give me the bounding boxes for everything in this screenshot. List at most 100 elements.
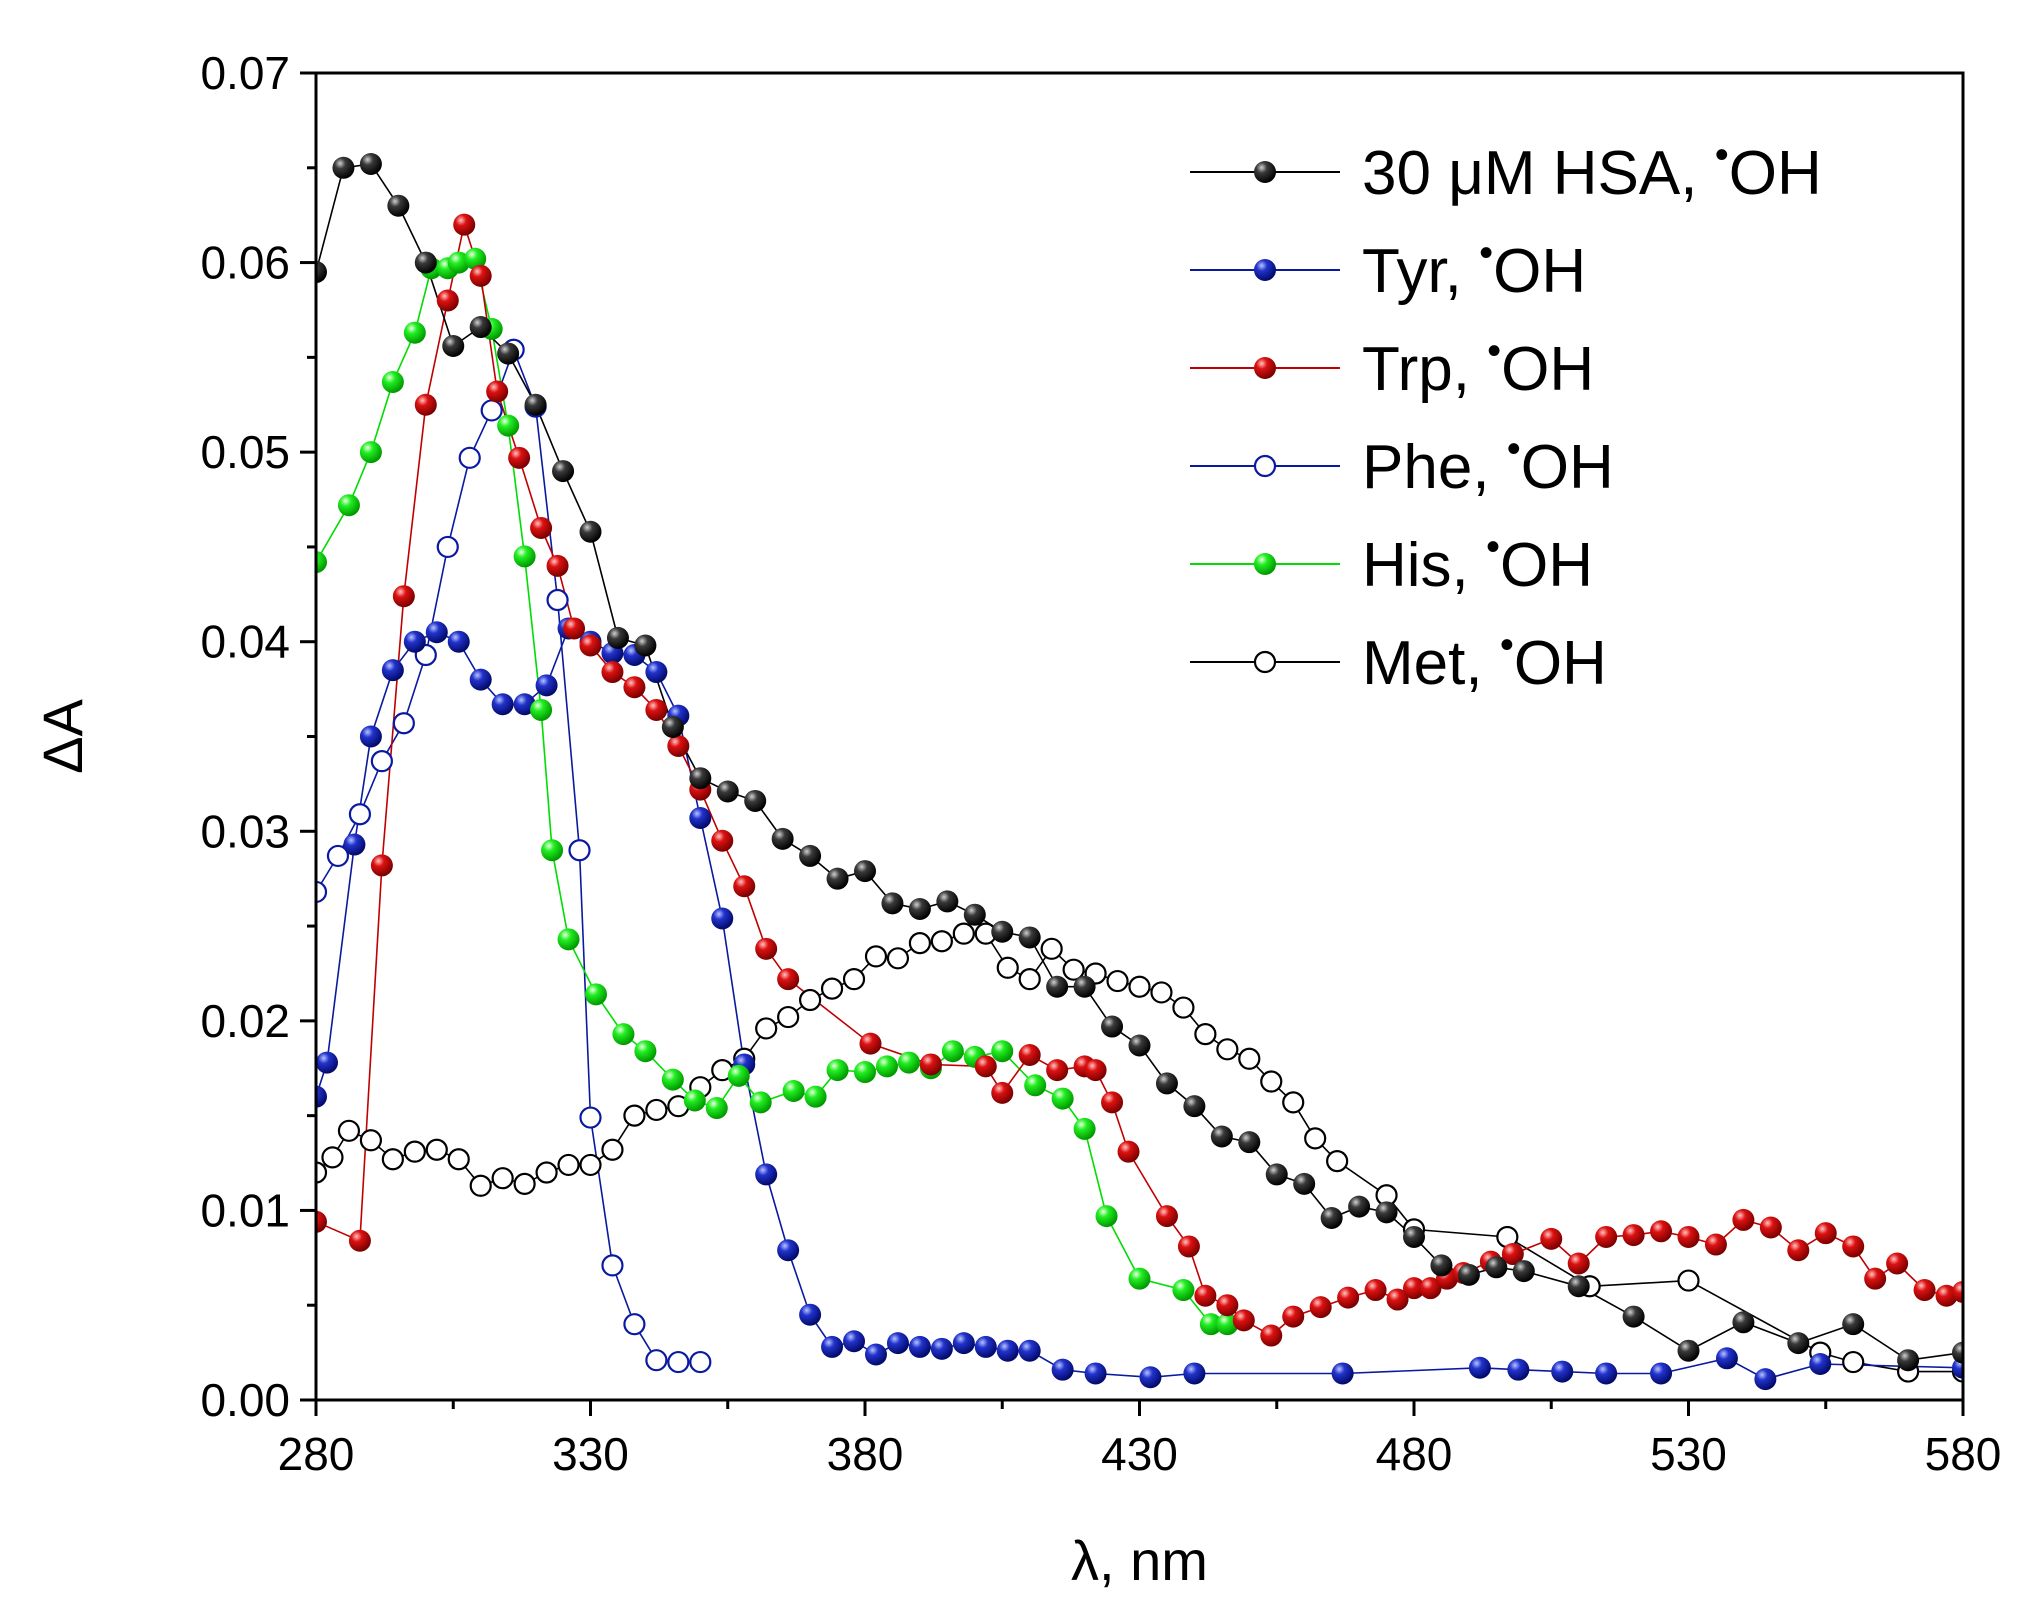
data-point xyxy=(1018,1339,1041,1362)
data-point xyxy=(782,1079,805,1102)
data-point xyxy=(1759,1216,1782,1239)
data-point xyxy=(1650,1220,1673,1243)
legend-label: 30 μM HSA, •OH xyxy=(1362,133,1822,208)
data-point xyxy=(447,251,470,274)
y-tick-label: 0.00 xyxy=(200,1374,290,1426)
data-point xyxy=(1430,1254,1453,1277)
data-point xyxy=(1084,1059,1107,1082)
data-point xyxy=(1199,1313,1222,1336)
data-point xyxy=(1787,1239,1810,1262)
data-point xyxy=(513,545,536,568)
data-point xyxy=(897,1051,920,1074)
data-point xyxy=(326,844,350,868)
data-point xyxy=(447,630,470,653)
data-point xyxy=(996,1339,1019,1362)
data-point xyxy=(480,399,503,422)
data-point xyxy=(755,1017,778,1040)
plot-frame xyxy=(314,71,1965,1402)
data-point xyxy=(1331,1362,1354,1385)
data-point xyxy=(727,1064,750,1087)
y-tick-label: 0.06 xyxy=(200,237,290,289)
data-point xyxy=(403,321,426,344)
data-point xyxy=(601,1138,624,1161)
data-point xyxy=(908,898,931,921)
data-point xyxy=(705,1097,728,1120)
data-point xyxy=(1732,1311,1755,1334)
data-point xyxy=(1309,1296,1332,1319)
data-point xyxy=(601,1254,624,1277)
data-point xyxy=(1337,1286,1360,1309)
x-tick-label: 530 xyxy=(1650,1428,1727,1480)
legend-label-text: Phe, xyxy=(1362,433,1507,502)
data-point xyxy=(535,1161,558,1184)
data-point xyxy=(1282,1091,1305,1114)
data-point xyxy=(359,441,382,464)
data-point xyxy=(1567,1275,1590,1298)
legend-label-radical: OH xyxy=(1500,531,1593,600)
data-point xyxy=(579,520,602,543)
data-point xyxy=(1677,1225,1700,1248)
data-point xyxy=(1018,968,1041,991)
data-point xyxy=(1254,357,1276,379)
data-point xyxy=(804,1085,827,1108)
x-tick-label: 430 xyxy=(1101,1428,1178,1480)
data-point xyxy=(453,213,476,236)
data-point xyxy=(497,414,520,437)
data-point xyxy=(1062,958,1085,981)
data-point xyxy=(645,1349,668,1372)
data-point xyxy=(930,930,953,953)
data-point xyxy=(777,1239,800,1262)
data-point xyxy=(1183,1095,1206,1118)
data-point xyxy=(974,1055,997,1078)
data-point xyxy=(886,947,910,970)
data-point xyxy=(316,1085,327,1108)
data-point xyxy=(1468,1356,1491,1379)
data-point xyxy=(513,1172,536,1195)
data-point xyxy=(1485,1256,1508,1279)
data-point xyxy=(733,875,756,898)
data-point xyxy=(1501,1243,1524,1266)
data-point xyxy=(1595,1362,1618,1385)
y-axis-ticks: 0.00 0.01 0.02 0.03 0.04 0.05 0.06 0.07 xyxy=(200,47,316,1426)
data-point xyxy=(436,289,459,312)
data-point xyxy=(1073,1117,1096,1140)
data-point xyxy=(908,932,932,955)
data-point xyxy=(667,734,690,757)
data-point xyxy=(1253,454,1277,478)
data-point xyxy=(820,977,844,1000)
data-point xyxy=(645,698,668,721)
data-point xyxy=(711,829,734,852)
data-point xyxy=(1238,1131,1261,1154)
data-point xyxy=(343,833,366,856)
y-axis-label: ΔA xyxy=(31,698,94,773)
legend-label-text: 30 μM HSA, xyxy=(1362,139,1715,208)
data-point xyxy=(1282,1305,1305,1328)
data-point xyxy=(1457,1263,1480,1286)
data-point xyxy=(1814,1222,1837,1245)
data-point xyxy=(535,674,558,697)
x-tick-label: 480 xyxy=(1376,1428,1453,1480)
x-tick-label: 580 xyxy=(1925,1428,2002,1480)
data-point xyxy=(1210,1125,1233,1148)
data-point xyxy=(1403,1225,1425,1248)
data-point xyxy=(1304,1127,1327,1150)
data-point xyxy=(508,446,531,469)
data-point xyxy=(1375,1201,1398,1224)
data-point xyxy=(1084,1362,1107,1385)
data-point xyxy=(1232,1309,1255,1332)
data-point xyxy=(469,264,492,287)
data-point xyxy=(1128,975,1151,998)
data-point xyxy=(991,1081,1014,1104)
data-point xyxy=(996,956,1019,979)
data-point xyxy=(359,1129,382,1152)
data-point xyxy=(370,750,393,773)
legend-label-text: Trp, xyxy=(1362,335,1487,404)
data-point xyxy=(1139,1366,1162,1389)
legend-entry: Phe, •OH xyxy=(1190,427,1614,502)
data-point xyxy=(1886,1252,1909,1275)
data-point xyxy=(777,1005,800,1029)
legend-label: His, •OH xyxy=(1362,525,1593,600)
data-point xyxy=(392,712,415,735)
data-point xyxy=(1935,1284,1958,1307)
data-point xyxy=(1809,1352,1832,1375)
